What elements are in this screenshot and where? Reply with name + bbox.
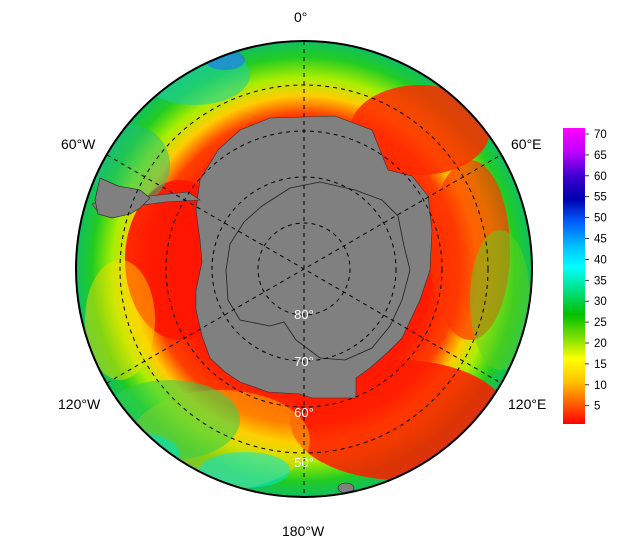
colorbar-scale: [563, 128, 585, 424]
lat-label-70: 70°: [294, 354, 314, 369]
colorbar-tick-label: 35: [594, 275, 607, 287]
colorbar-tick-label: 5: [594, 401, 600, 413]
colorbar-tick-label: 20: [594, 338, 607, 350]
colorbar-tick-label: 40: [594, 254, 607, 266]
colorbar-tick-label: 15: [594, 359, 607, 371]
colorbar-tick-label: 55: [594, 192, 607, 204]
coastline: [225, 181, 411, 361]
colorbar-tick-label: 50: [594, 213, 607, 225]
colorbar-tick-label: 70: [594, 129, 607, 141]
lon-label-upper-right: 60°E: [511, 136, 542, 152]
lat-label-50: 50°: [294, 455, 314, 470]
colorbar-tick-label: 65: [594, 150, 607, 162]
lon-label-upper-left: 60°W: [61, 136, 96, 152]
colorbar: 70 65 60 55 50 45 40 35 30 25 20 15 10 5: [563, 128, 607, 424]
colorbar-tick-label: 60: [594, 171, 607, 183]
colorbar-tick-label: 10: [594, 380, 607, 392]
colorbar-tick-label: 25: [594, 317, 607, 329]
lat-label-60: 60°: [294, 405, 314, 420]
antarctica-land: [195, 115, 433, 399]
lon-label-lower-right: 120°E: [508, 396, 547, 412]
map-boundary: [75, 40, 533, 498]
graticule: [106, 41, 502, 497]
colorbar-tick-label: 30: [594, 296, 607, 308]
lon-label-bottom: 180°W: [282, 523, 325, 539]
south-america-tip: [94, 177, 151, 219]
colorbar-tick-label: 45: [594, 234, 607, 246]
lat-label-80: 80°: [294, 307, 314, 322]
lon-label-lower-left: 120°W: [58, 396, 101, 412]
lon-label-top: 0°: [294, 9, 308, 25]
